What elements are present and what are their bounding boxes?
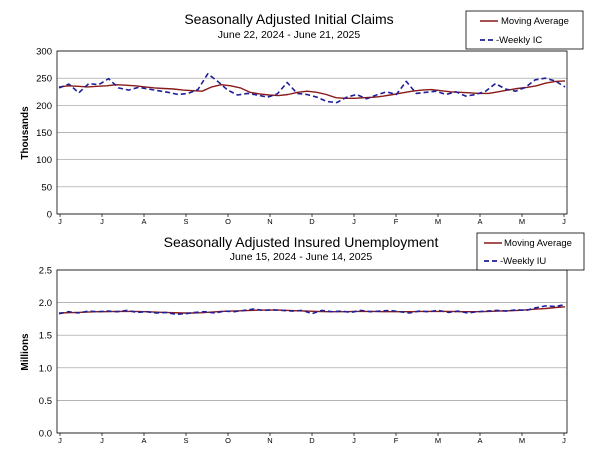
chart1-title: Seasonally Adjusted Initial Claims bbox=[184, 11, 393, 27]
c2-y-tick-label: 2.5 bbox=[39, 266, 52, 277]
chart2-legend-weekly-label: -Weekly IU bbox=[500, 256, 546, 267]
c1-x-tick-label: J bbox=[352, 217, 356, 226]
c2-x-tick-label: J bbox=[100, 436, 104, 445]
c1-y-tick-label: 200 bbox=[36, 101, 52, 112]
c1-y-tick-label: 300 bbox=[36, 47, 52, 58]
c2-x-tick-label: N bbox=[267, 436, 272, 445]
chart1-legend: Moving Average -Weekly IC bbox=[465, 10, 584, 50]
c2-y-tick-label: 0.5 bbox=[39, 396, 52, 407]
chart2-legend: Moving Average -Weekly IU bbox=[476, 232, 585, 271]
c2-x-tick-label: A bbox=[141, 436, 146, 445]
chart1-legend-box bbox=[465, 10, 584, 50]
insured-unemployment-chart: Seasonally Adjusted Insured Unemployment… bbox=[20, 232, 585, 445]
c1-x-tick-label: A bbox=[141, 217, 146, 226]
c2-x-tick-label: J bbox=[562, 436, 566, 445]
c1-y-tick-label: 50 bbox=[41, 182, 52, 193]
chart1-y-ticks: 0 50 100 150 200 250 300 bbox=[36, 47, 52, 221]
chart2-legend-box bbox=[476, 232, 585, 271]
chart1-ylabel: Thousands bbox=[20, 106, 31, 160]
chart2-legend-ma-label: Moving Average bbox=[504, 238, 572, 249]
c1-y-tick-label: 0 bbox=[47, 210, 52, 221]
c2-x-tick-label: O bbox=[225, 436, 231, 445]
c1-x-tick-label: J bbox=[562, 217, 566, 226]
chart2-title: Seasonally Adjusted Insured Unemployment bbox=[164, 234, 439, 250]
c2-y-tick-label: 1.0 bbox=[39, 363, 52, 374]
chart1-series bbox=[58, 73, 566, 104]
c1-x-tick-label: M bbox=[435, 217, 441, 226]
c1-y-tick-label: 100 bbox=[36, 155, 52, 166]
c1-x-tick-label: A bbox=[477, 217, 482, 226]
chart1-legend-ma-label: Moving Average bbox=[501, 16, 569, 27]
c1-x-tick-label: J bbox=[100, 217, 104, 226]
c2-x-tick-label: M bbox=[435, 436, 441, 445]
c2-weekly-line bbox=[58, 303, 566, 316]
c1-x-tick-label: D bbox=[309, 217, 315, 226]
c1-x-tick-label: S bbox=[183, 217, 188, 226]
c2-x-tick-label: F bbox=[394, 436, 399, 445]
chart2-y-ticks: 0.0 0.5 1.0 1.5 2.0 2.5 bbox=[39, 266, 52, 440]
chart1-legend-weekly-label: -Weekly IC bbox=[496, 35, 542, 46]
c1-x-tick-label: N bbox=[267, 217, 272, 226]
c1-y-tick-label: 150 bbox=[36, 128, 52, 139]
c2-x-tick-label: M bbox=[519, 436, 525, 445]
c1-x-tick-label: J bbox=[58, 217, 62, 226]
initial-claims-chart: Seasonally Adjusted Initial Claims June … bbox=[20, 10, 584, 226]
c2-y-tick-label: 2.0 bbox=[39, 298, 52, 309]
chart2-subtitle: June 15, 2024 - June 14, 2025 bbox=[230, 251, 373, 263]
c2-x-tick-label: A bbox=[477, 436, 482, 445]
c1-moving-average-line bbox=[58, 80, 566, 100]
c1-y-tick-label: 250 bbox=[36, 74, 52, 85]
c2-plot-frame bbox=[56, 269, 568, 434]
c2-x-tick-label: J bbox=[352, 436, 356, 445]
chart2-gridlines bbox=[56, 269, 568, 436]
c1-weekly-line bbox=[58, 73, 566, 104]
c2-x-tick-label: J bbox=[58, 436, 62, 445]
c1-x-tick-label: F bbox=[394, 217, 399, 226]
chart1-subtitle: June 22, 2024 - June 21, 2025 bbox=[218, 29, 361, 41]
chart2-ylabel: Millions bbox=[20, 333, 31, 371]
c1-x-tick-label: O bbox=[225, 217, 231, 226]
c2-y-tick-label: 0.0 bbox=[39, 429, 52, 440]
c2-x-tick-label: D bbox=[309, 436, 315, 445]
chart2-series bbox=[58, 303, 566, 316]
c2-x-tick-label: S bbox=[183, 436, 188, 445]
c2-y-tick-label: 1.5 bbox=[39, 331, 52, 342]
chart1-gridlines bbox=[56, 50, 568, 217]
c1-x-tick-label: M bbox=[519, 217, 525, 226]
